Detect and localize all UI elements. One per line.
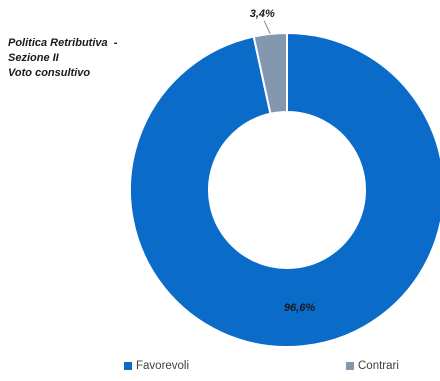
legend-swatch-contrari <box>346 362 354 370</box>
legend-swatch-favorevoli <box>124 362 132 370</box>
data-label-favorevoli: 96,6% <box>284 302 315 314</box>
donut-chart: 96,6% 3,4% <box>129 8 440 348</box>
legend-item-contrari: Contrari <box>346 360 399 372</box>
data-label-contrari: 3,4% <box>250 8 275 20</box>
donut-slice-contrari <box>252 31 288 115</box>
chart-title-line-3: Voto consultivo <box>8 67 91 79</box>
legend-label-favorevoli: Favorevoli <box>136 360 190 372</box>
chart-title-line-1: Politica Retributiva - <box>8 37 118 49</box>
leader-line-contrari <box>263 20 271 35</box>
chart-title-line-2: Sezione II <box>8 52 59 64</box>
legend-item-favorevoli: Favorevoli <box>124 360 189 372</box>
donut-slice-favorevoli <box>129 31 440 348</box>
chart-title: Politica Retributiva - Sezione II Voto c… <box>8 36 117 81</box>
legend-label-contrari: Contrari <box>358 360 399 372</box>
